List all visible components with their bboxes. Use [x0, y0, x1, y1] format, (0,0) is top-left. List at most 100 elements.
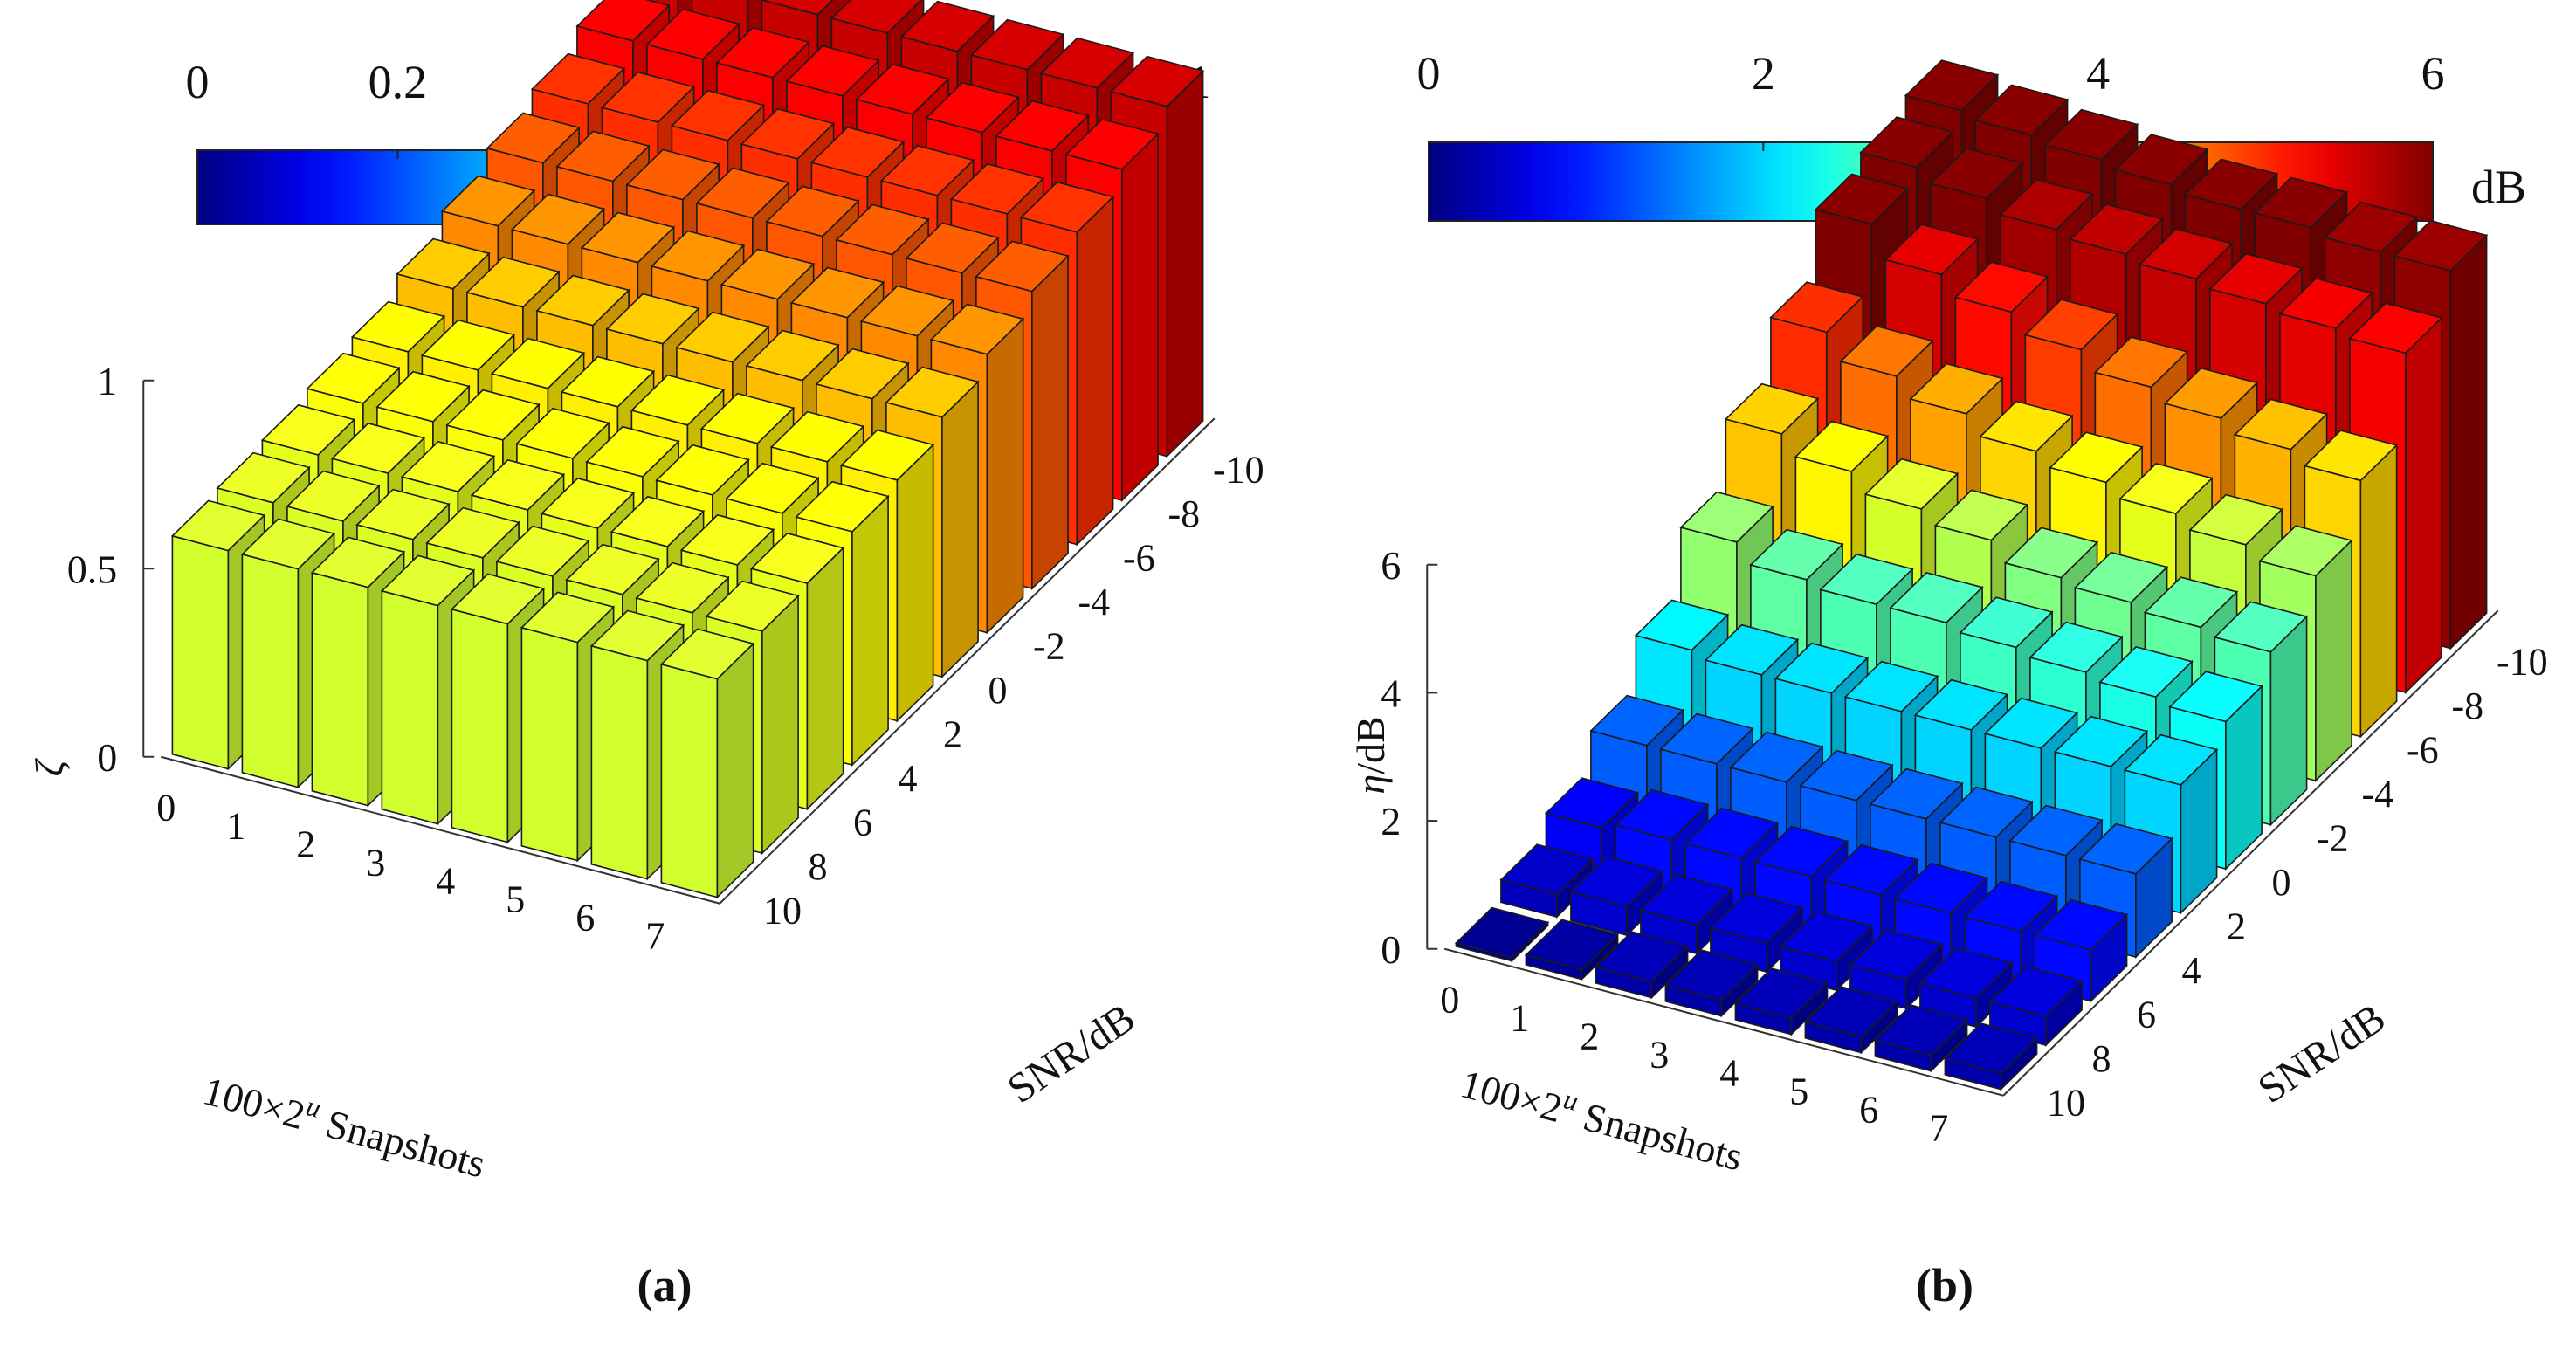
bar-top-face	[470, 458, 566, 511]
bar-top-face	[1663, 949, 1760, 1001]
bar-top-face	[350, 300, 446, 353]
bar-top-face	[560, 355, 656, 408]
bar-top-face	[969, 18, 1065, 71]
bar-front-face	[520, 626, 579, 862]
bar-top-face	[765, 185, 860, 237]
x-tick-label: 6	[575, 896, 595, 939]
bar-top-face	[589, 609, 685, 662]
bar-top-face	[515, 407, 610, 459]
bar-top-face	[585, 425, 680, 478]
bar-top-face	[396, 237, 491, 290]
bar-top-face	[1019, 181, 1115, 233]
bar-side-face	[2269, 615, 2308, 827]
bar-top-face	[695, 167, 790, 219]
colorbar-b-unit: dB	[2471, 161, 2526, 213]
bar-front-face	[311, 571, 369, 807]
bar-top-face	[520, 591, 616, 644]
bar-top-face	[2069, 203, 2164, 255]
bar-top-face	[1819, 554, 1914, 605]
bar-top-face	[2073, 551, 2169, 603]
bar-side-face	[851, 494, 889, 767]
bar-top-face	[2023, 299, 2119, 351]
bar-top-face	[745, 329, 840, 382]
y-tick-label: -10	[1213, 449, 1264, 492]
x-tick-label: 4	[1719, 1051, 1739, 1094]
plot-a-xlabel-base: 100×2	[198, 1068, 309, 1138]
bar-top-face	[1769, 281, 1864, 334]
bar-top-face	[705, 580, 800, 632]
y-tick-label: 10	[763, 890, 802, 933]
bar-top-face	[355, 488, 451, 540]
bar-top-face	[486, 112, 581, 164]
bar-top-face	[610, 495, 706, 547]
bar-top-face	[286, 470, 381, 522]
bar-side-face	[716, 642, 754, 899]
plot-b-zlabel-symbol: η	[1348, 774, 1393, 795]
bar-top-face	[2043, 108, 2139, 161]
bar-top-face	[2143, 576, 2239, 629]
bar-top-face	[2258, 525, 2353, 577]
colorbar-tick-label: 0	[186, 56, 210, 108]
bar-top-face	[835, 203, 930, 256]
bar-top-face	[306, 352, 401, 404]
bar-top-face	[2098, 646, 2194, 698]
bar-top-face	[679, 513, 775, 566]
bar-top-face	[1999, 178, 2094, 231]
bar-top-face	[2183, 158, 2279, 210]
bar-top-face	[645, 8, 740, 60]
bar-top-face	[1943, 1022, 2039, 1075]
bar-top-face	[1639, 874, 1734, 926]
bar-front-face	[171, 534, 230, 770]
bar-top-face	[1659, 712, 1754, 765]
z-tick-label: 4	[1381, 671, 1401, 715]
bar-top-face	[630, 374, 726, 426]
plot-b-ylabel: SNR/dB	[2250, 995, 2394, 1112]
bar	[1639, 874, 1734, 956]
plot-b-zlabel: η/dB	[1348, 716, 1393, 794]
bar-top-face	[925, 81, 1020, 134]
bar-top-face	[1973, 84, 2070, 136]
plot-a-zlabel: ζ	[27, 757, 72, 776]
bar-top-face	[929, 303, 1025, 355]
bar-top-face	[879, 144, 975, 196]
bar-top-face	[2053, 715, 2149, 767]
bar-top-face	[565, 543, 660, 595]
bar-top-face	[1594, 931, 1690, 983]
plot-b-xlabel-tail: Snapshots	[1569, 1091, 1748, 1180]
bar-top-face	[1849, 929, 1944, 981]
bar-top-face	[650, 230, 746, 282]
bar	[1733, 967, 1829, 1036]
bar-top-face	[1704, 623, 1800, 676]
bar-top-face	[1733, 967, 1829, 1020]
bar-top-face	[1724, 382, 1820, 435]
x-axis-line	[1443, 947, 2004, 1097]
x-tick-label: 2	[296, 822, 315, 865]
bar-top-face	[1524, 919, 1620, 971]
bar-top-face	[859, 285, 955, 337]
bar-top-face	[1893, 862, 1989, 914]
bar-side-face	[2405, 316, 2442, 695]
bar-top-face	[1843, 660, 1939, 712]
bar	[1594, 931, 1690, 1000]
bar-front-face	[590, 644, 649, 880]
bar	[1454, 906, 1550, 963]
bar-top-face	[2208, 252, 2304, 305]
bar-top-face	[2348, 302, 2443, 354]
z-tick-label: 1	[97, 359, 117, 403]
y-tick-label: -2	[2317, 817, 2349, 860]
bar	[1873, 1004, 1969, 1073]
bar-side-face	[1121, 132, 1159, 503]
bar-top-face	[1634, 599, 1730, 651]
plot-b-xlabel-base: 100×2	[1456, 1061, 1567, 1131]
y-tick-label: 0	[988, 669, 1008, 712]
bar-top-face	[2233, 398, 2329, 451]
bar-top-face	[445, 389, 541, 441]
bar-top-face	[795, 480, 890, 533]
x-tick-label: 6	[1859, 1088, 1878, 1131]
bar-top-face	[2078, 822, 2173, 875]
plot-b-zlabel-unit: /dB	[1348, 716, 1393, 774]
bar-top-face	[1859, 116, 1954, 169]
x-tick-label: 2	[1580, 1015, 1599, 1057]
